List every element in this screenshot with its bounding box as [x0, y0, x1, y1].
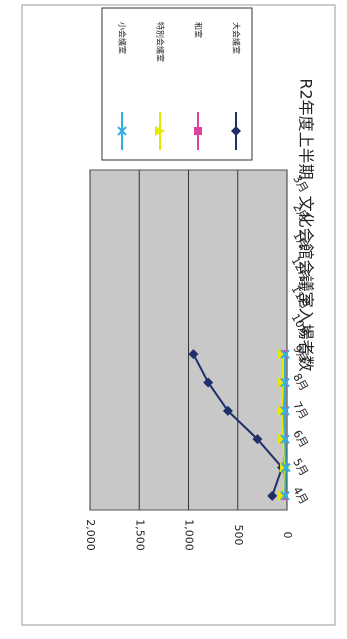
marker: [203, 377, 214, 388]
y-tick-label: 2,000: [84, 519, 97, 551]
marker: [252, 434, 263, 445]
series-line: [284, 354, 288, 496]
y-tick-label: 1,000: [183, 519, 196, 551]
marker: [188, 349, 199, 360]
marker: [280, 434, 290, 444]
marker: [280, 491, 290, 501]
marker: [278, 434, 289, 445]
legend-label: 特別会議室: [156, 22, 166, 62]
marker: [277, 405, 288, 416]
marker: [278, 349, 289, 360]
marker: [267, 490, 278, 501]
marker: [280, 406, 290, 416]
chart-title: R2年度上半期 文化会館会議室入場者数: [297, 78, 316, 371]
legend: [101, 7, 253, 161]
marker: [281, 462, 291, 473]
marker: [194, 127, 202, 135]
marker: [278, 377, 289, 388]
marker: [280, 349, 290, 359]
marker: [278, 490, 289, 501]
y-tick-label: 0: [281, 532, 294, 539]
series-line: [281, 354, 287, 496]
y-tick-label: 500: [232, 525, 245, 546]
legend-label: 小会議室: [118, 22, 128, 54]
marker: [280, 377, 290, 388]
marker: [117, 126, 127, 136]
marker: [231, 126, 241, 136]
y-tick-label: 1,500: [133, 519, 146, 551]
legend-label: 和室: [194, 22, 204, 38]
marker: [155, 126, 165, 136]
legend-label: 大会議室: [232, 22, 242, 54]
marker: [222, 405, 233, 416]
